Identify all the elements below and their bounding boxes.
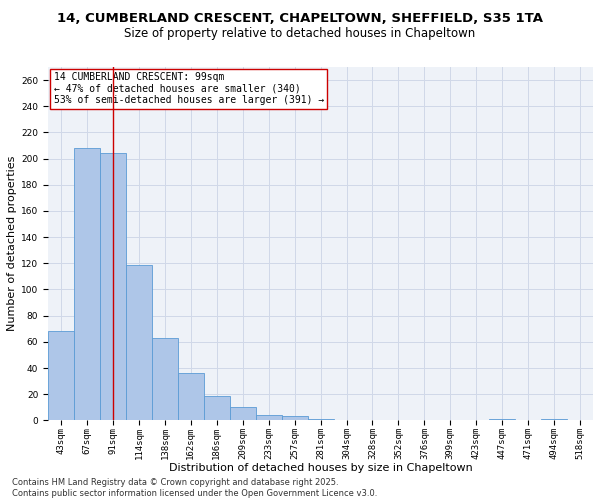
Bar [100, 154, 126, 420]
Bar [178, 374, 204, 420]
Bar [48, 332, 74, 420]
Bar [308, 419, 334, 420]
Bar [489, 419, 515, 420]
Text: 14, CUMBERLAND CRESCENT, CHAPELTOWN, SHEFFIELD, S35 1TA: 14, CUMBERLAND CRESCENT, CHAPELTOWN, SHE… [57, 12, 543, 26]
Text: 14 CUMBERLAND CRESCENT: 99sqm
← 47% of detached houses are smaller (340)
53% of : 14 CUMBERLAND CRESCENT: 99sqm ← 47% of d… [53, 72, 324, 106]
Text: Size of property relative to detached houses in Chapeltown: Size of property relative to detached ho… [124, 28, 476, 40]
Bar [126, 264, 152, 420]
X-axis label: Distribution of detached houses by size in Chapeltown: Distribution of detached houses by size … [169, 463, 472, 473]
Bar [152, 338, 178, 420]
Text: Contains HM Land Registry data © Crown copyright and database right 2025.
Contai: Contains HM Land Registry data © Crown c… [12, 478, 377, 498]
Y-axis label: Number of detached properties: Number of detached properties [7, 156, 17, 332]
Bar [256, 415, 281, 420]
Bar [541, 419, 567, 420]
Bar [74, 148, 100, 420]
Bar [230, 408, 256, 420]
Bar [281, 416, 308, 420]
Bar [204, 396, 230, 420]
